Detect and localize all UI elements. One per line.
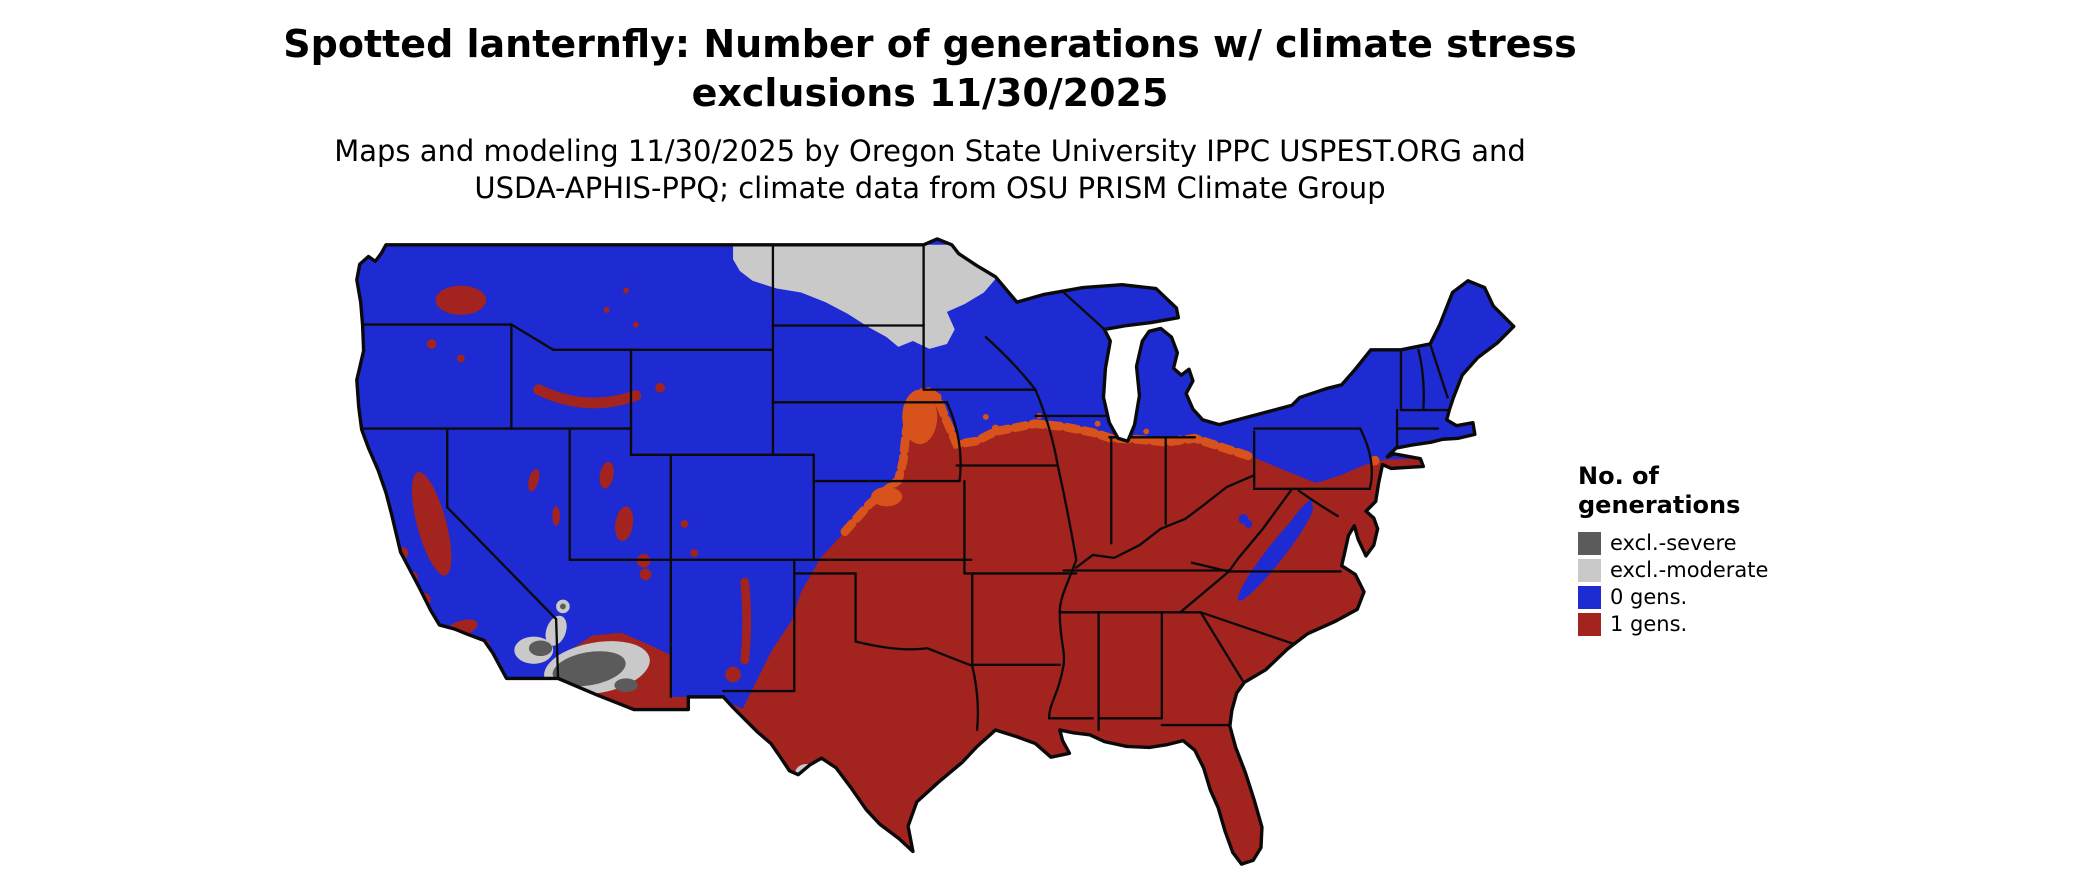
page-title: Spotted lanternfly: Number of generation…	[0, 20, 1860, 117]
legend-swatch-excl-moderate	[1578, 559, 1601, 583]
legend-item-1-gens: 1 gens.	[1578, 612, 1768, 638]
page-subtitle-line1: Maps and modeling 11/30/2025 by Oregon S…	[334, 134, 1526, 169]
map-transition-band	[840, 384, 1380, 536]
legend-item-excl-moderate: excl.-moderate	[1578, 558, 1768, 584]
legend-item-0-gens: 0 gens.	[1578, 585, 1768, 611]
legend-swatch-1-gens	[1578, 613, 1601, 637]
legend-label-excl-severe: excl.-severe	[1610, 531, 1737, 556]
us-map-svg	[355, 237, 1516, 866]
legend-label-excl-moderate: excl.-moderate	[1610, 558, 1769, 583]
page-subtitle-line2: USDA-APHIS-PPQ; climate data from OSU PR…	[474, 170, 1386, 205]
map-region-excl-moderate-bigbend	[795, 763, 844, 836]
legend-swatch-excl-severe	[1578, 532, 1601, 556]
page-subtitle: Maps and modeling 11/30/2025 by Oregon S…	[0, 133, 1860, 206]
legend-title-line1: No. of	[1578, 462, 1659, 490]
legend-title-line2: generations	[1578, 491, 1741, 520]
map-legend: No. of generations excl.-severe excl.-mod…	[1578, 462, 1768, 639]
page-title-line2: exclusions 11/30/2025	[691, 70, 1169, 115]
map-region-excl-moderate-north	[733, 244, 996, 349]
state-borders	[356, 243, 1452, 732]
map-blue-appalachian-ridge	[1237, 499, 1314, 601]
header: Spotted lanternfly: Number of generation…	[0, 20, 1860, 206]
page-title-line1: Spotted lanternfly: Number of generation…	[283, 22, 1577, 66]
map-region-excl-severe-desert	[528, 603, 638, 693]
us-map	[315, 232, 1540, 874]
legend-item-excl-severe: excl.-severe	[1578, 531, 1768, 557]
legend-swatch-0-gens	[1578, 586, 1601, 610]
legend-label-0-gens: 0 gens.	[1610, 585, 1688, 610]
legend-label-1-gens: 1 gens.	[1610, 612, 1688, 637]
legend-title: No. of generations	[1578, 462, 1768, 521]
